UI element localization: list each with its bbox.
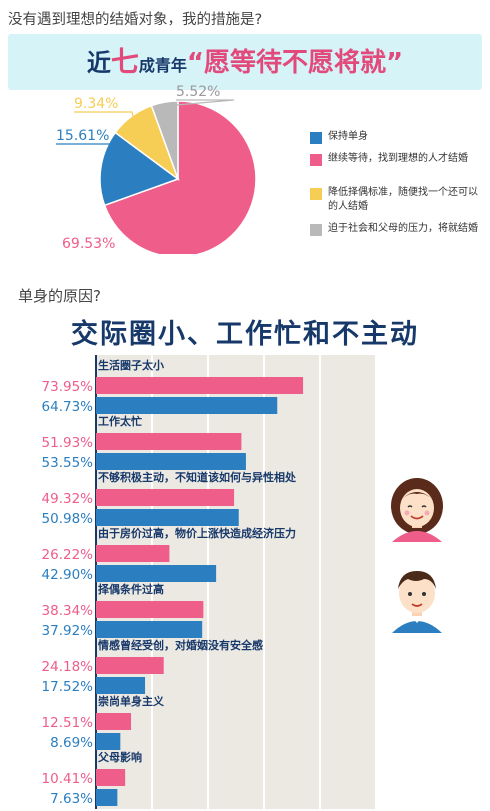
headline-part2: 七 <box>110 45 139 78</box>
female-avatar-icon <box>391 478 443 542</box>
pie-slice-3 <box>150 100 179 180</box>
bar-female <box>96 769 126 786</box>
bar-value-label: 8.69% <box>50 735 93 751</box>
bar-female <box>96 545 170 562</box>
bar-male <box>96 677 146 694</box>
bar-value-label: 53.55% <box>42 455 94 471</box>
headline-part4: “愿等待不愿将就” <box>186 48 404 78</box>
legend-label: 继续等待，找到理想的人才结婚 <box>328 153 468 164</box>
headline-text: 近七成青年“愿等待不愿将就” <box>8 34 482 90</box>
legend-item: 继续等待，找到理想的人才结婚 <box>310 152 480 182</box>
bar-female <box>96 713 132 730</box>
bar-female <box>96 489 235 506</box>
pie-chart: 69.53% 15.61% 9.34% 5.52% <box>56 84 257 254</box>
bar-value-label: 10.41% <box>42 771 94 787</box>
pie-leader-line-1 <box>56 143 115 169</box>
legend-swatch <box>310 224 322 236</box>
bar-male <box>96 621 203 638</box>
bar-value-label: 50.98% <box>42 511 94 527</box>
bar-category-label: 生活圈子太小 <box>98 358 164 372</box>
bar-male <box>96 733 121 750</box>
pie-value-label-2: 9.34% <box>74 96 118 112</box>
bar-category-label: 情感曾经受创，对婚姻没有安全感 <box>98 638 263 652</box>
bar-value-label: 12.51% <box>42 715 94 731</box>
pie-value-label-0: 69.53% <box>62 236 115 252</box>
bar-male <box>96 509 239 526</box>
bar-male <box>96 565 217 582</box>
bar-value-label: 17.52% <box>42 679 94 695</box>
headline-part1: 近 <box>86 49 111 77</box>
pie-value-label-1: 15.61% <box>56 128 109 144</box>
pie-value-label-3: 5.52% <box>176 84 220 100</box>
legend-item: 保持单身 <box>310 130 480 160</box>
bar-category-label: 择偶条件过高 <box>98 582 164 596</box>
bar-male <box>96 397 278 414</box>
legend-label: 迫于社会和父母的压力，将就结婚 <box>328 223 478 234</box>
headline-banner: 近七成青年“愿等待不愿将就” <box>8 34 482 90</box>
bar-value-label: 26.22% <box>42 547 94 563</box>
legend-label: 降低择偶标准，随便找一个还可以的人结婚 <box>328 187 478 212</box>
legend-swatch <box>310 132 322 144</box>
legend-item: 迫于社会和父母的压力，将就结婚 <box>310 222 480 252</box>
pie-slice-1 <box>99 131 180 207</box>
bar-value-label: 38.34% <box>42 603 94 619</box>
bar-value-label: 73.95% <box>42 379 94 395</box>
bar-male <box>96 453 246 470</box>
headline-part3: 成青年 <box>138 56 187 75</box>
pie-leader-line-3 <box>165 99 235 107</box>
legend-item: 降低择偶标准，随便找一个还可以的人结婚 <box>310 186 480 216</box>
pie-leader-line-2 <box>74 111 135 120</box>
bar-value-label: 24.18% <box>42 659 94 675</box>
bar-category-label: 工作太忙 <box>98 414 142 428</box>
bar-value-label: 42.90% <box>42 567 94 583</box>
section2-headline: 交际圈小、工作忙和不主动 <box>71 319 419 350</box>
question-title: 没有遇到理想的结婚对象，我的措施是? <box>8 12 263 28</box>
bar-value-label: 7.63% <box>50 791 93 807</box>
bar-chart: 生活圈子太小 73.95% 64.73% 工作太忙 51.93% 53.55% 不够积极主动… <box>42 355 377 809</box>
legend-swatch <box>310 188 322 200</box>
pie-slice-0 <box>103 100 257 254</box>
bar-value-label: 49.32% <box>42 491 94 507</box>
bar-category-label: 父母影响 <box>97 750 142 764</box>
bar-value-label: 51.93% <box>42 435 94 451</box>
bar-female <box>96 433 242 450</box>
bar-female <box>96 657 164 674</box>
bar-category-label: 不够积极主动，不知道该如何与异性相处 <box>98 470 297 484</box>
section2-title: 单身的原因? <box>18 287 101 305</box>
bar-female <box>96 377 304 394</box>
male-avatar-icon <box>392 571 442 633</box>
legend-label: 保持单身 <box>328 131 368 142</box>
bar-male <box>96 789 118 806</box>
bar-category-label: 崇尚单身主义 <box>98 694 165 708</box>
bar-value-label: 37.92% <box>42 623 94 639</box>
bar-female <box>96 601 204 618</box>
bar-category-label: 由于房价过高，物价上涨快造成经济压力 <box>98 526 296 540</box>
legend-swatch <box>310 154 322 166</box>
bar-value-label: 64.73% <box>42 399 94 415</box>
